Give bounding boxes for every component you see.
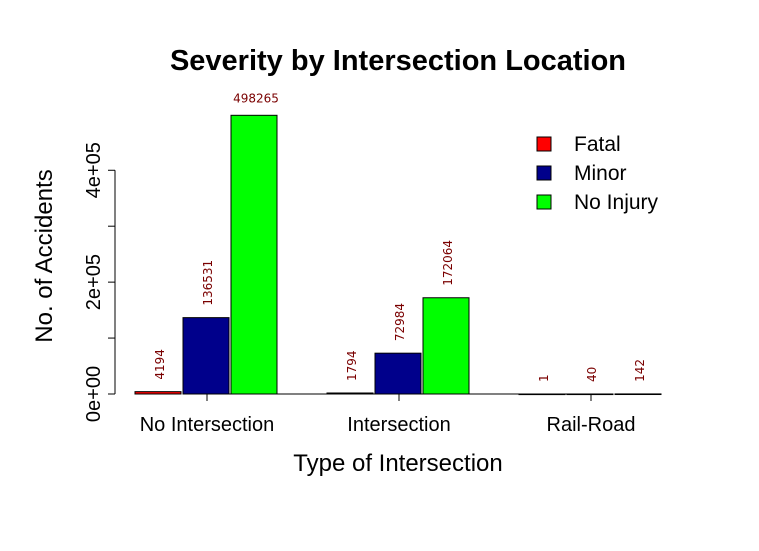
x-tick-label: Intersection	[347, 414, 450, 436]
data-label: 136531	[201, 260, 215, 306]
x-axis-title: Type of Intersection	[293, 450, 502, 477]
bar-no-injury-3	[614, 393, 662, 396]
legend-label: Minor	[574, 162, 627, 185]
data-label: 498265	[233, 91, 279, 105]
data-label: 72984	[393, 303, 407, 341]
y-tick-label: 4e+05	[83, 142, 105, 198]
x-tick-label: No Intersection	[140, 414, 275, 436]
legend-swatch-no-injury	[536, 194, 552, 210]
y-axis: 0e+00 2e+05 4e+05	[83, 142, 116, 422]
data-label: 142	[633, 359, 647, 382]
bar-no-injury-1	[230, 114, 278, 395]
data-label: 1	[537, 374, 551, 382]
legend: Fatal Minor No Injury	[536, 133, 659, 214]
chart-title: Severity by Intersection Location	[170, 45, 626, 77]
y-tick-label: 0e+00	[83, 366, 105, 422]
data-label: 40	[585, 367, 599, 382]
y-axis-title: No. of Accidents	[31, 169, 58, 342]
legend-swatch-minor	[536, 165, 552, 181]
data-label: 172064	[441, 240, 455, 286]
y-tick-label: 2e+05	[83, 254, 105, 310]
bar-no-injury-2	[422, 297, 470, 395]
legend-swatch-fatal	[536, 136, 552, 152]
legend-label: Fatal	[574, 133, 621, 156]
x-tick-label: Rail-Road	[547, 414, 636, 436]
data-label: 4194	[153, 349, 167, 380]
legend-label: No Injury	[574, 191, 659, 214]
data-label: 1794	[345, 350, 359, 381]
bar-minor-2	[374, 352, 422, 395]
x-axis: No Intersection Intersection Rail-Road	[140, 393, 636, 436]
bar-fatal-1	[134, 391, 182, 395]
bar-minor-1	[182, 317, 230, 395]
